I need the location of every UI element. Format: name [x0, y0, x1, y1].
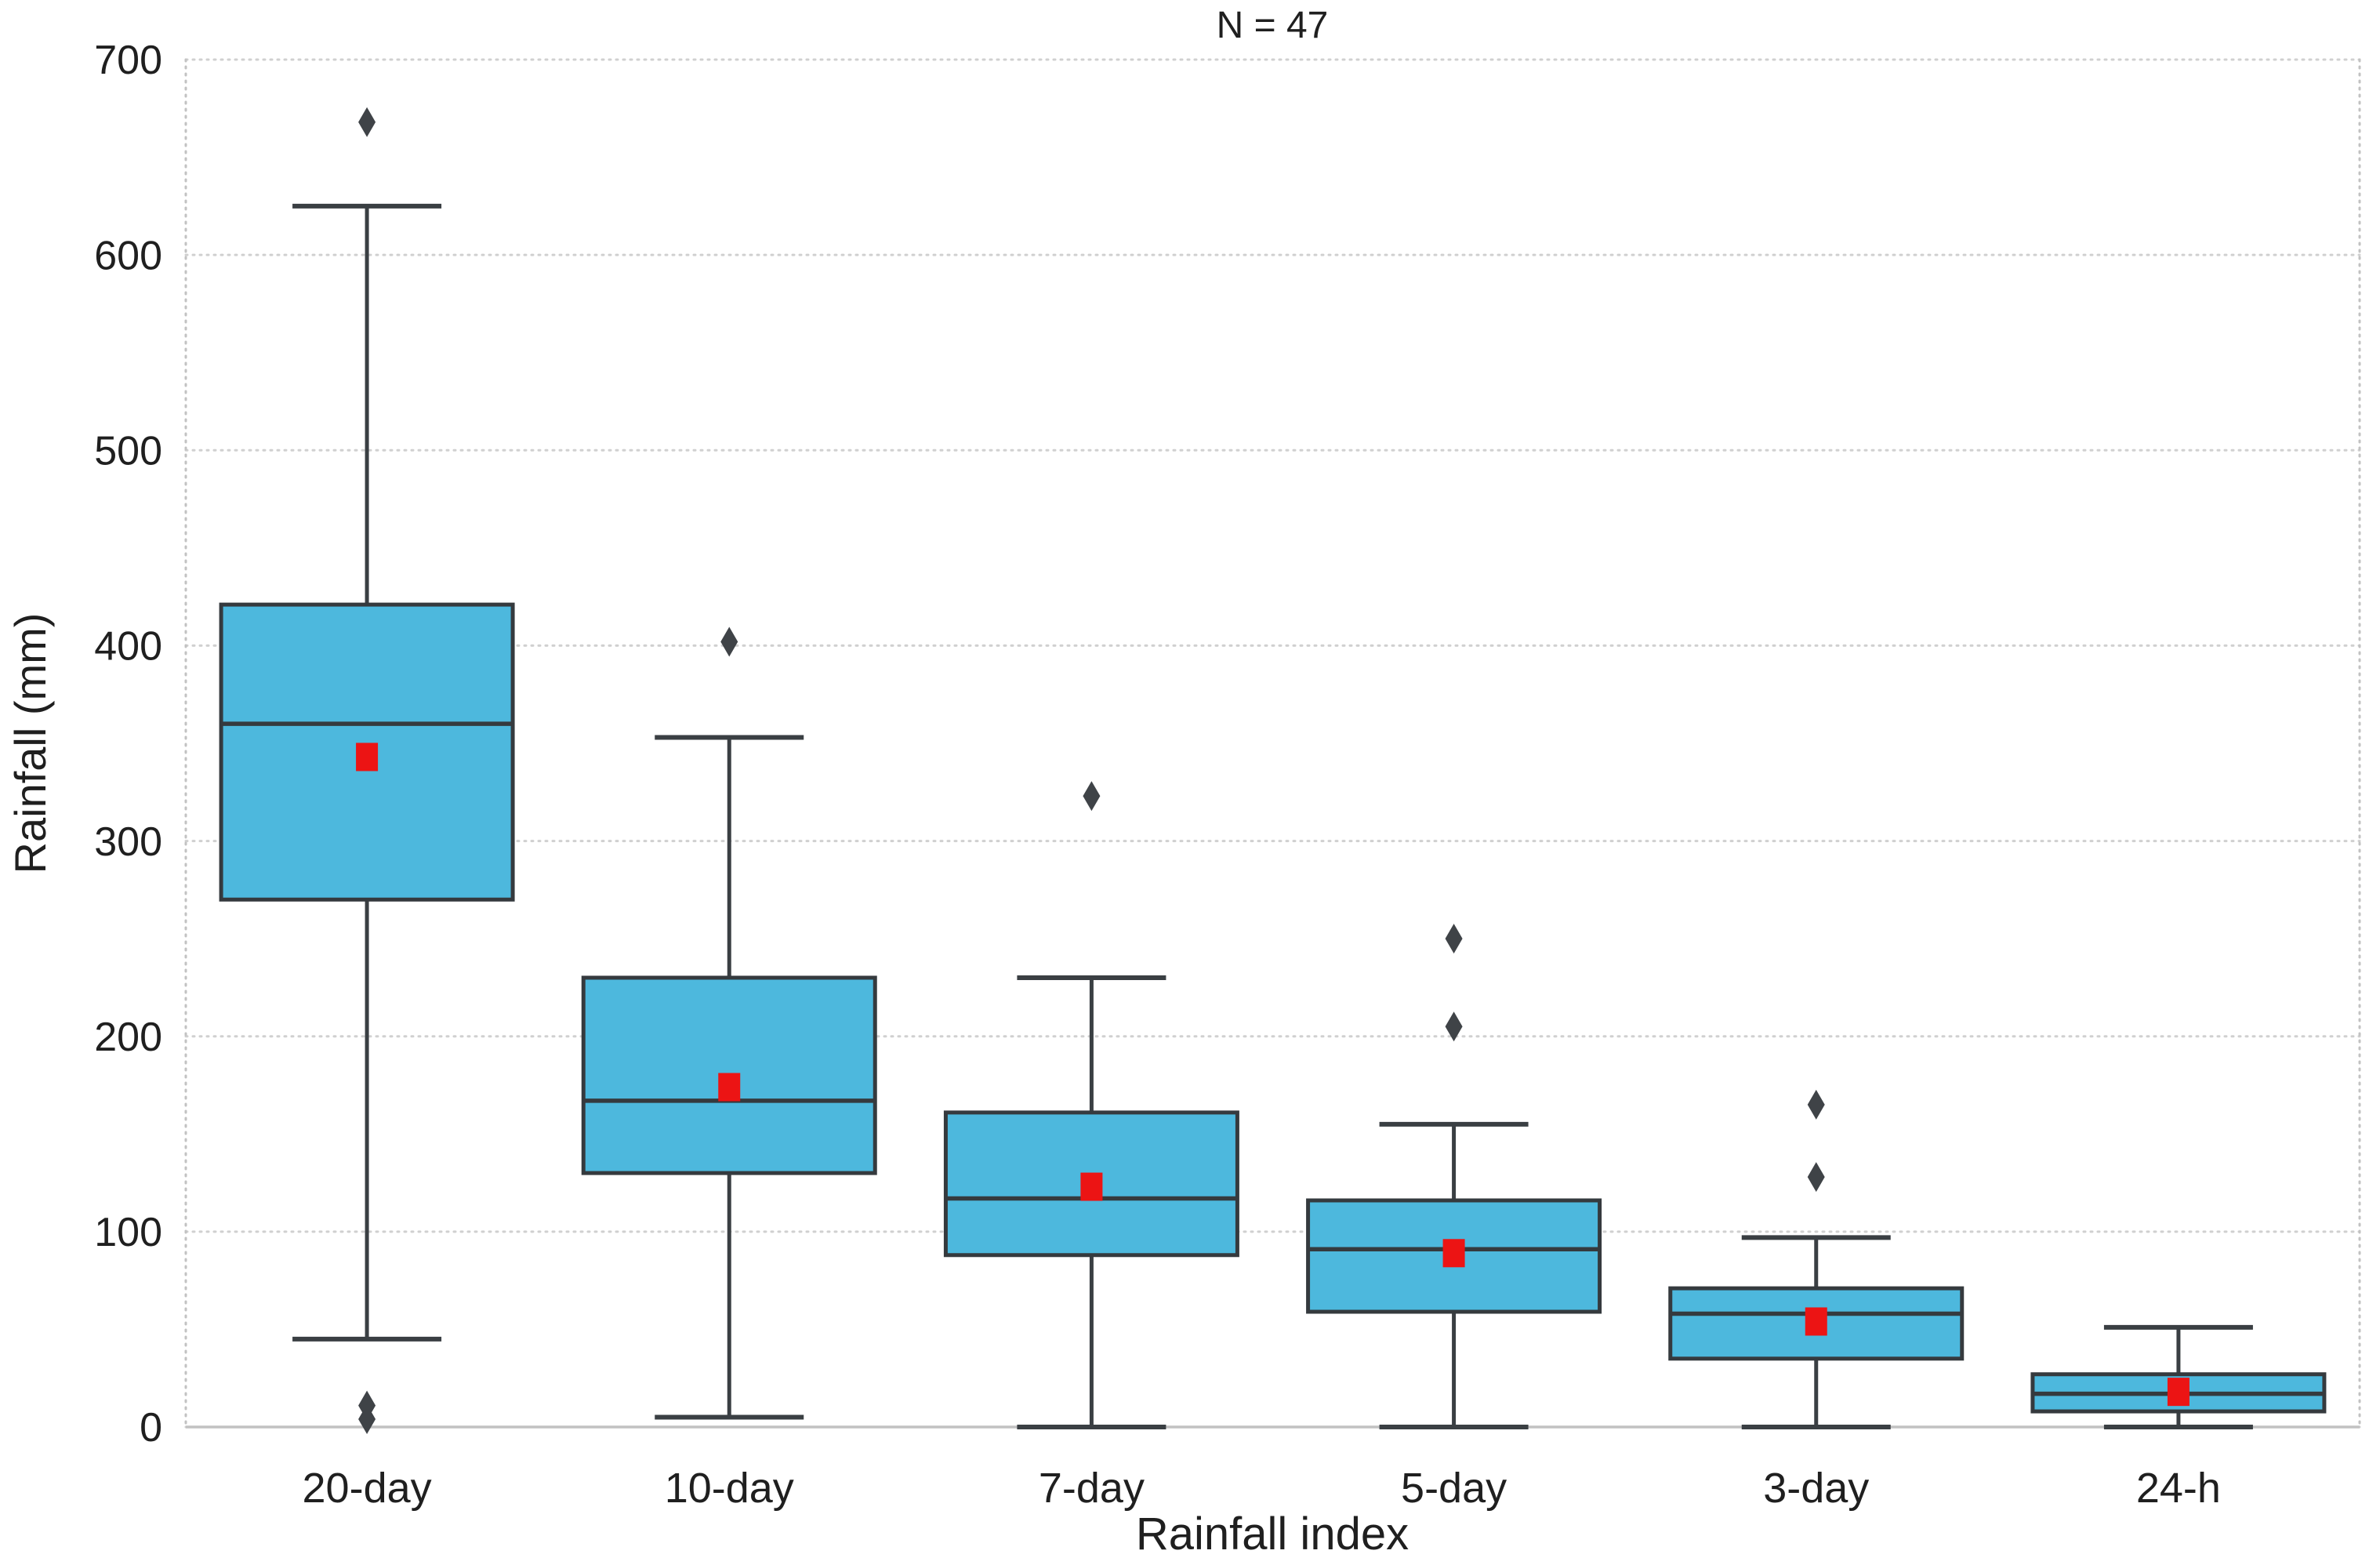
- outlier-20-day-2: [358, 1404, 376, 1435]
- outlier-3-day-1: [1807, 1162, 1825, 1193]
- outlier-5-day-0: [1445, 924, 1463, 954]
- y-tick-label-500: 500: [94, 428, 162, 474]
- outlier-7-day-0: [1083, 781, 1101, 812]
- mean-marker-10-day: [718, 1073, 741, 1102]
- plot-area: 0 100 200 300 400 500 600 700 20-day 10-day 7-day 5…: [94, 38, 2361, 1512]
- mean-marker-3-day: [1805, 1307, 1827, 1336]
- y-tick-label-700: 700: [94, 38, 162, 83]
- x-tick-label-3-day: 3-day: [1763, 1465, 1869, 1512]
- mean-marker-20-day: [356, 743, 379, 772]
- mean-marker-24-h: [2167, 1378, 2190, 1407]
- x-tick-label-20-day: 20-day: [303, 1465, 432, 1512]
- y-tick-label-600: 600: [94, 233, 162, 278]
- y-tick-label-200: 200: [94, 1015, 162, 1060]
- outlier-5-day-1: [1445, 1011, 1463, 1042]
- x-axis-label: Rainfall index: [1136, 1509, 1409, 1560]
- x-tick-label-7-day: 7-day: [1039, 1465, 1145, 1512]
- y-tick-label-400: 400: [94, 624, 162, 670]
- outlier-10-day-0: [720, 626, 738, 657]
- x-tick-label-5-day: 5-day: [1401, 1465, 1507, 1512]
- outlier-3-day-0: [1807, 1089, 1825, 1120]
- x-tick-label-10-day: 10-day: [665, 1465, 794, 1512]
- outlier-20-day-0: [358, 107, 376, 137]
- chart-title: N = 47: [1217, 5, 1329, 46]
- y-axis-label: Rainfall (mm): [5, 613, 55, 874]
- mean-marker-7-day: [1080, 1172, 1103, 1201]
- y-tick-label-100: 100: [94, 1210, 162, 1255]
- y-tick-label-300: 300: [94, 819, 162, 865]
- mean-marker-5-day: [1442, 1239, 1465, 1268]
- x-tick-label-24-h: 24-h: [2136, 1465, 2221, 1512]
- y-tick-label-0: 0: [140, 1405, 162, 1451]
